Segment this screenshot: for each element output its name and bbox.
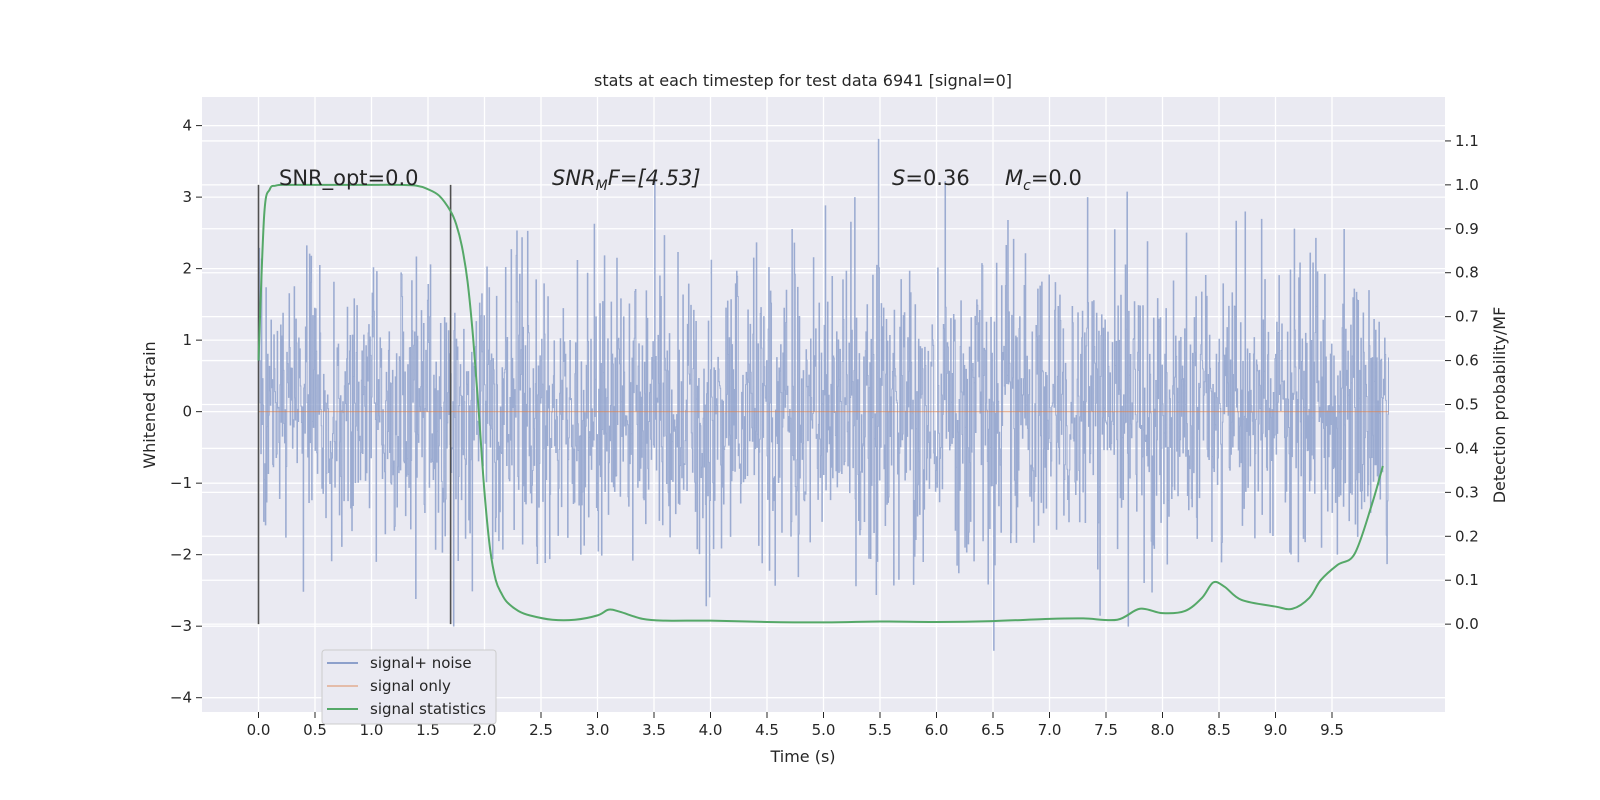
x-tick-label: 9.5	[1320, 721, 1344, 739]
x-tick-label: 7.0	[1038, 721, 1062, 739]
y-tick-label: −4	[170, 689, 192, 707]
y-right-tick-label: 0.8	[1455, 264, 1479, 282]
y-right-tick-label: 0.6	[1455, 352, 1479, 370]
legend-box	[321, 649, 497, 725]
x-tick-label: 3.5	[642, 721, 666, 739]
y-tick-label: 1	[182, 331, 192, 349]
x-tick-label: 6.5	[981, 721, 1005, 739]
x-tick-label: 0.5	[303, 721, 327, 739]
x-tick-label: 1.0	[360, 721, 384, 739]
y-tick-label: −3	[170, 617, 192, 635]
mc-annotation: Mc=0.0	[1005, 166, 1082, 194]
y-axis-right-label: Detection probability/MF	[1490, 307, 1509, 504]
x-tick-label: 5.0	[812, 721, 836, 739]
x-tick-label: 3.0	[586, 721, 610, 739]
x-tick-label: 1.5	[416, 721, 440, 739]
x-tick-label: 7.5	[1094, 721, 1118, 739]
chart-title: stats at each timestep for test data 694…	[594, 71, 1012, 90]
x-tick-label: 2.0	[473, 721, 497, 739]
s-annotation: S=0.36	[892, 166, 970, 190]
y-tick-label: 2	[182, 260, 192, 278]
vertical-markers	[257, 184, 452, 625]
legend-label-noise: signal+ noise	[370, 654, 472, 672]
y-tick-label: 0	[182, 403, 192, 421]
legend-label-signal-only: signal only	[370, 677, 451, 695]
x-tick-label: 4.0	[699, 721, 723, 739]
y-right-tick-label: 1.0	[1455, 176, 1479, 194]
signal-statistics-series	[257, 183, 1384, 624]
y-tick-label: 3	[182, 188, 192, 206]
y-right-tick-label: 0.9	[1455, 220, 1479, 238]
x-axis-label: Time (s)	[769, 747, 835, 766]
legend-label-statistics: signal statistics	[370, 700, 486, 718]
x-tick-label: 4.5	[755, 721, 779, 739]
y-tick-label: −1	[170, 474, 192, 492]
y-tick-label: −2	[170, 546, 192, 564]
x-tick-label: 2.5	[529, 721, 553, 739]
statistics-line	[257, 183, 1384, 624]
y-right-tick-label: 0.1	[1455, 571, 1479, 589]
x-tick-label: 8.0	[1151, 721, 1175, 739]
x-tick-label: 5.5	[868, 721, 892, 739]
legend: signal+ noise signal only signal statist…	[321, 649, 497, 725]
x-tick-label: 8.5	[1207, 721, 1231, 739]
y-axis-label: Whitened strain	[140, 341, 159, 468]
y-axis-left: −4 −3 −2 −1 0 1 2 3 4	[170, 117, 202, 707]
y-axis-right: 0.0 0.1 0.2 0.3 0.4 0.5 0.6 0.7 0.8 0.9 1.0 1.1	[1445, 132, 1479, 633]
y-right-tick-label: 0.0	[1455, 615, 1479, 633]
y-right-tick-label: 0.2	[1455, 527, 1479, 545]
x-tick-label: 0.0	[247, 721, 271, 739]
x-tick-label: 9.0	[1264, 721, 1288, 739]
noise-trace	[258, 138, 1389, 651]
signal-noise-series	[258, 138, 1389, 651]
y-right-tick-label: 0.5	[1455, 396, 1479, 414]
x-tick-label: 6.0	[925, 721, 949, 739]
y-right-tick-label: 0.7	[1455, 308, 1479, 326]
y-right-tick-label: 0.4	[1455, 439, 1479, 457]
y-tick-label: 4	[182, 117, 192, 135]
snr-mf-annotation: SNRMF=[4.53]	[552, 166, 701, 194]
snr-opt-annotation: SNR_opt=0.0	[279, 166, 419, 191]
y-right-tick-label: 0.3	[1455, 483, 1479, 501]
y-right-tick-label: 1.1	[1455, 132, 1479, 150]
x-axis: 0.0 0.5 1.0 1.5 2.0 2.5 3.0 3.5 4.0 4.5 5.0 5.5 6.0 6…	[247, 712, 1344, 739]
